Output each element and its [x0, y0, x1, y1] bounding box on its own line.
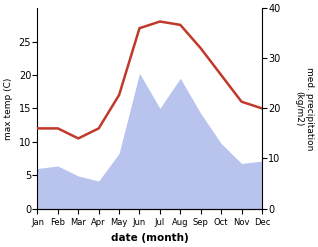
- Y-axis label: max temp (C): max temp (C): [4, 77, 13, 140]
- X-axis label: date (month): date (month): [111, 233, 189, 243]
- Y-axis label: med. precipitation
(kg/m2): med. precipitation (kg/m2): [294, 67, 314, 150]
